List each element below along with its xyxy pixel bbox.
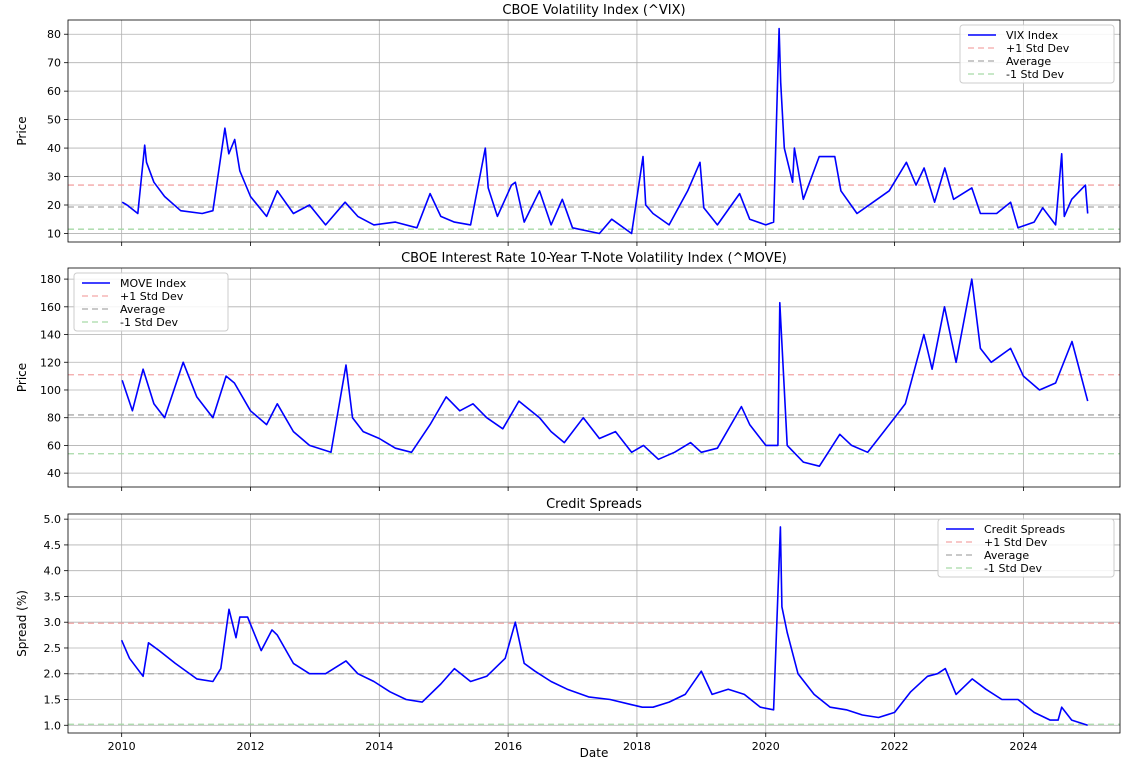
plot-frame: [67, 513, 1121, 734]
y-tick-label: 3.0: [44, 616, 62, 629]
y-tick-label: 60: [47, 439, 61, 452]
y-tick-label: 3.5: [44, 590, 62, 603]
y-tick-label: 80: [47, 412, 61, 425]
x-tick-label: 2010: [108, 740, 136, 753]
y-tick-label: 70: [47, 57, 61, 70]
legend-label: -1 Std Dev: [120, 316, 178, 329]
y-tick-label: 140: [40, 329, 61, 342]
series-line: [121, 278, 1089, 468]
y-tick-label: 120: [40, 356, 61, 369]
y-axis-label: Spread (%): [15, 590, 29, 657]
x-tick-label: 2024: [1009, 740, 1037, 753]
legend-label: +1 Std Dev: [1006, 42, 1070, 55]
y-axis-label: Price: [15, 363, 29, 392]
legend-label: -1 Std Dev: [984, 562, 1042, 575]
y-tick-label: 5.0: [44, 513, 62, 526]
legend-label: +1 Std Dev: [120, 290, 184, 303]
plot-frame: [67, 19, 1121, 243]
y-tick-label: 160: [40, 301, 61, 314]
legend-label: Average: [120, 303, 165, 316]
legend-box: [937, 518, 1115, 578]
y-tick-label: 2.0: [44, 668, 62, 681]
y-axis-label: Price: [15, 116, 29, 145]
series-line: [120, 526, 1088, 727]
y-tick-label: 2.5: [44, 642, 62, 655]
panel-1: 10 20 30 40 50 60 70 80 CBOE Volatility Index (^…: [15, 3, 1121, 246]
y-tick-label: 50: [47, 114, 61, 127]
legend-label: +1 Std Dev: [984, 536, 1048, 549]
series-line: [121, 27, 1089, 235]
legend-label: -1 Std Dev: [1006, 68, 1064, 81]
x-tick-label: 2018: [623, 740, 651, 753]
plot-frame: [67, 267, 1121, 488]
y-tick-label: 20: [47, 199, 61, 212]
y-tick-label: 30: [47, 171, 61, 184]
y-tick-label: 40: [47, 467, 61, 480]
panel-3: 1.0 1.5 2.0 2.5 3.0 3.5 4.0 4.5 5.0 2010 2012 2014 2…: [15, 497, 1121, 753]
y-tick-label: 80: [47, 28, 61, 41]
legend-label: Average: [1006, 55, 1051, 68]
y-tick-label: 1.5: [44, 694, 62, 707]
y-tick-label: 100: [40, 384, 61, 397]
y-tick-label: 4.5: [44, 539, 62, 552]
x-tick-label: 2020: [752, 740, 780, 753]
x-tick-label: 2014: [365, 740, 393, 753]
panel-2: 40 60 80 100 120 140 160 180 CBOE Interest Rate …: [15, 251, 1121, 491]
y-tick-label: 1.0: [44, 719, 62, 732]
y-tick-label: 10: [47, 227, 61, 240]
chart-title: Credit Spreads: [546, 497, 642, 512]
y-tick-label: 4.0: [44, 565, 62, 578]
chart-title: CBOE Interest Rate 10-Year T-Note Volati…: [401, 251, 787, 266]
chart-title: CBOE Volatility Index (^VIX): [502, 3, 685, 18]
y-tick-label: 60: [47, 85, 61, 98]
y-tick-label: 40: [47, 142, 61, 155]
x-axis-label: Date: [580, 746, 609, 760]
legend-label: Credit Spreads: [984, 523, 1065, 536]
x-tick-label: 2022: [881, 740, 909, 753]
legend-label: Average: [984, 549, 1029, 562]
legend-box: [959, 24, 1115, 84]
legend-label: MOVE Index: [120, 277, 187, 290]
legend-label: VIX Index: [1006, 29, 1059, 42]
legend-box: [73, 272, 229, 332]
x-tick-label: 2012: [236, 740, 264, 753]
x-tick-label: 2016: [494, 740, 522, 753]
y-tick-label: 180: [40, 273, 61, 286]
